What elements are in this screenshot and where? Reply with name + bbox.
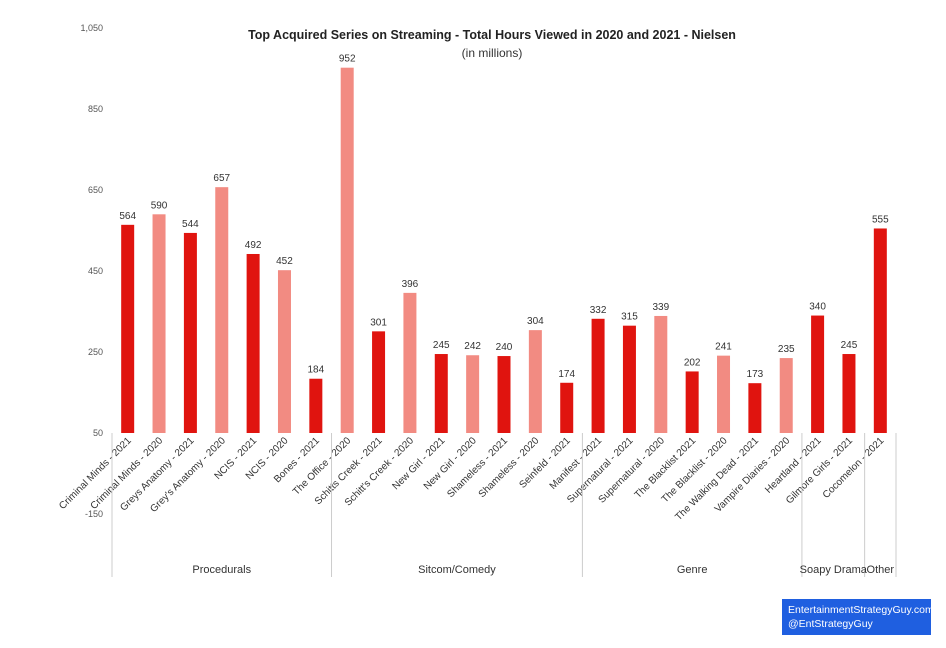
- value-labels: 564 590 544 657 492 452 184 952 301 396 245 242 240 3…: [119, 54, 889, 380]
- value-label: 332: [590, 305, 607, 316]
- bar: [372, 331, 386, 433]
- bars: [121, 67, 887, 433]
- group-label: Soapy Drama: [800, 564, 868, 576]
- value-label: 340: [809, 302, 826, 313]
- chart-title: Top Acquired Series on Streaming - Total…: [248, 28, 736, 42]
- y-tick-label: 250: [88, 347, 103, 357]
- group-label: Genre: [677, 564, 708, 576]
- bar: [152, 214, 166, 433]
- value-label: 245: [433, 340, 450, 351]
- value-label: 564: [119, 211, 136, 222]
- credit-box: EntertainmentStrategyGuy.com @EntStrateg…: [782, 599, 934, 635]
- value-label: 202: [684, 357, 701, 368]
- bar: [717, 355, 731, 433]
- chart-subtitle: (in millions): [462, 46, 523, 60]
- bar: [340, 67, 354, 433]
- value-label: 245: [841, 340, 858, 351]
- bar: [811, 315, 825, 433]
- value-label: 242: [464, 341, 481, 352]
- value-label: 173: [747, 369, 764, 380]
- value-label: 590: [151, 200, 168, 211]
- bar: [748, 383, 762, 433]
- value-label: 452: [276, 256, 293, 267]
- group-labels: Procedurals Sitcom/Comedy Genre Soapy Drama…: [111, 433, 897, 577]
- y-tick-label: -150: [85, 509, 103, 519]
- bar: [309, 378, 323, 433]
- x-tick-label: The Office - 2020: [291, 435, 354, 498]
- bar: [685, 371, 699, 433]
- x-tick-label: Heartland - 2021: [763, 435, 824, 496]
- bar: [842, 354, 856, 433]
- bar: [215, 187, 229, 433]
- bar: [121, 224, 135, 433]
- y-tick-label: 50: [93, 428, 103, 438]
- credit-website: EntertainmentStrategyGuy.com: [788, 604, 934, 616]
- bar: [277, 270, 291, 433]
- bar: [403, 292, 417, 433]
- value-label: 184: [307, 365, 324, 376]
- bar: [183, 232, 197, 433]
- group-label: Sitcom/Comedy: [418, 564, 496, 576]
- y-tick-label: 450: [88, 266, 103, 276]
- value-label: 301: [370, 317, 387, 328]
- group-label: Procedurals: [192, 564, 251, 576]
- bar: [654, 315, 668, 433]
- bar: [622, 325, 636, 433]
- bar: [873, 228, 887, 433]
- bar: [591, 318, 605, 433]
- value-label: 952: [339, 54, 356, 65]
- group-label: Other: [867, 564, 895, 576]
- value-label: 304: [527, 316, 544, 327]
- bar: [434, 354, 448, 433]
- y-axis: -150 50 250 450 650 850 1,050: [80, 23, 103, 519]
- y-tick-label: 850: [88, 104, 103, 114]
- y-tick-label: 650: [88, 185, 103, 195]
- y-tick-label: 1,050: [80, 23, 103, 33]
- value-label: 315: [621, 312, 638, 323]
- value-label: 657: [213, 173, 230, 184]
- value-label: 492: [245, 240, 262, 251]
- x-tick-label: Cocomelon - 2021: [821, 435, 887, 501]
- value-label: 174: [558, 369, 575, 380]
- value-label: 241: [715, 342, 732, 353]
- bar: [246, 253, 260, 433]
- value-label: 235: [778, 344, 795, 355]
- bar: [466, 355, 480, 433]
- bar: [779, 358, 793, 433]
- bar: [528, 330, 542, 433]
- value-label: 339: [652, 302, 669, 313]
- value-label: 544: [182, 219, 199, 230]
- value-label: 555: [872, 214, 889, 225]
- bar: [560, 382, 574, 433]
- credit-handle: @EntStrategyGuy: [788, 618, 873, 630]
- value-label: 240: [496, 342, 513, 353]
- bar: [497, 356, 511, 433]
- value-label: 396: [402, 279, 419, 290]
